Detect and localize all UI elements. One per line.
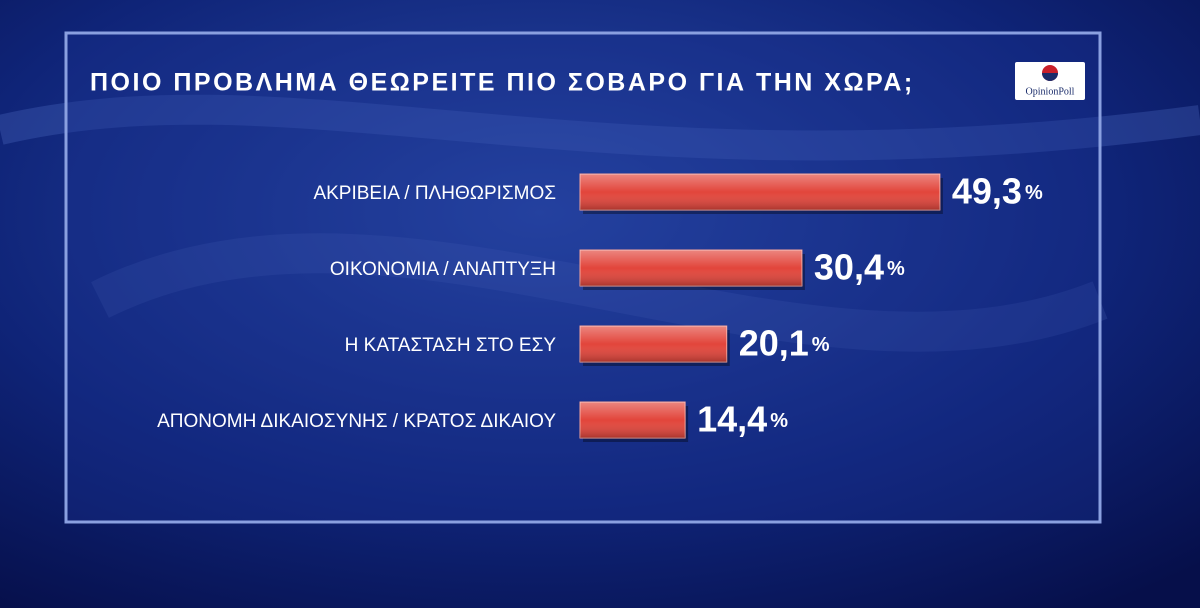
decor-swoosh xyxy=(0,94,1200,161)
category-label: ΑΠΟΝΟΜΗ ΔΙΚΑΙΟΣΥΝΗΣ / ΚΡΑΤΟΣ ΔΙΚΑΙΟΥ xyxy=(157,411,556,432)
category-label: ΟΙΚΟΝΟΜΙΑ / ΑΝΑΠΤΥΞΗ xyxy=(330,259,556,280)
bar-shine xyxy=(580,174,940,210)
logo-text: OpinionPoll xyxy=(1026,86,1075,97)
bar-shine xyxy=(580,402,686,438)
decor-swoosh xyxy=(91,233,1108,352)
bar-shine xyxy=(580,326,727,362)
logo-icon xyxy=(1042,73,1058,81)
chart-title: ΠΟΙΟ ΠΡΟΒΛΗΜΑ ΘΕΩΡΕΙΤΕ ΠΙΟ ΣΟΒΑΡΟ ΓΙΑ ΤΗ… xyxy=(90,69,915,97)
category-label: ΑΚΡΙΒΕΙΑ / ΠΛΗΘΩΡΙΣΜΟΣ xyxy=(313,183,556,204)
category-label: Η ΚΑΤΑΣΤΑΣΗ ΣΤΟ ΕΣΥ xyxy=(345,335,557,356)
bar-shine xyxy=(580,250,802,286)
